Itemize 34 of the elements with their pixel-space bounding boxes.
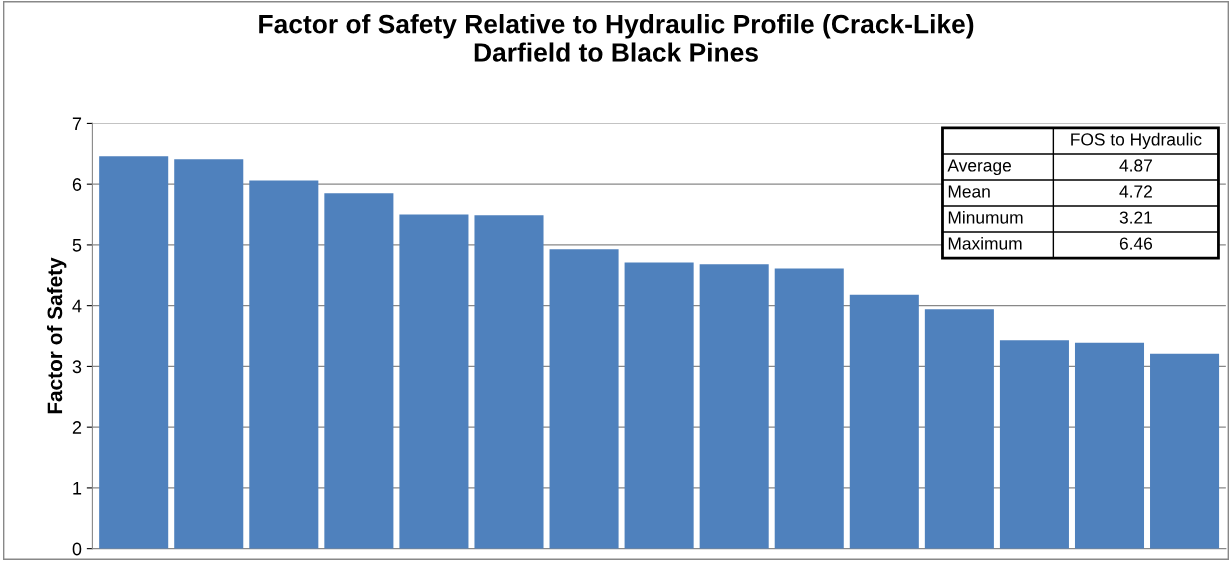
bar [1150, 353, 1220, 549]
y-tick-label: 5 [72, 239, 82, 252]
bar [699, 264, 769, 549]
bar [399, 214, 469, 549]
bar [624, 262, 694, 549]
bar [324, 193, 394, 549]
annotation: 4.87 [1119, 159, 1152, 172]
y-tick-label: 0 [72, 542, 82, 556]
bar [1074, 342, 1145, 549]
y-tick-label: 4 [72, 299, 82, 313]
annotation: 3.21 [1119, 211, 1152, 224]
y-tick-label: 2 [72, 421, 82, 434]
y-tick-label: 7 [72, 117, 82, 130]
bar [174, 159, 244, 549]
annotation: 6.46 [1119, 237, 1153, 250]
annotation: Average [947, 159, 1011, 176]
bar [774, 268, 844, 549]
annotation: FOS to Hydraulic [1071, 132, 1202, 150]
bar [249, 180, 319, 549]
bar [999, 340, 1069, 549]
bar [549, 249, 619, 549]
annotation: Mean [948, 185, 990, 198]
bar [924, 309, 994, 549]
chart-title: Factor of Safety Relative to Hydraulic Profile (Crack-Like) Darfield to Black Pines [259, 14, 974, 62]
y-tick-label: 6 [72, 178, 82, 191]
annotation: 4.72 [1119, 185, 1152, 198]
y-axis-title: Factor of Safety [46, 257, 67, 414]
bar [474, 215, 544, 549]
annotation: Minumum [948, 210, 1023, 224]
bar [849, 294, 919, 549]
y-tick-label: 3 [72, 360, 82, 374]
bar [99, 156, 169, 549]
annotation: Maximum [948, 236, 1022, 250]
y-tick-label: 1 [73, 482, 82, 495]
